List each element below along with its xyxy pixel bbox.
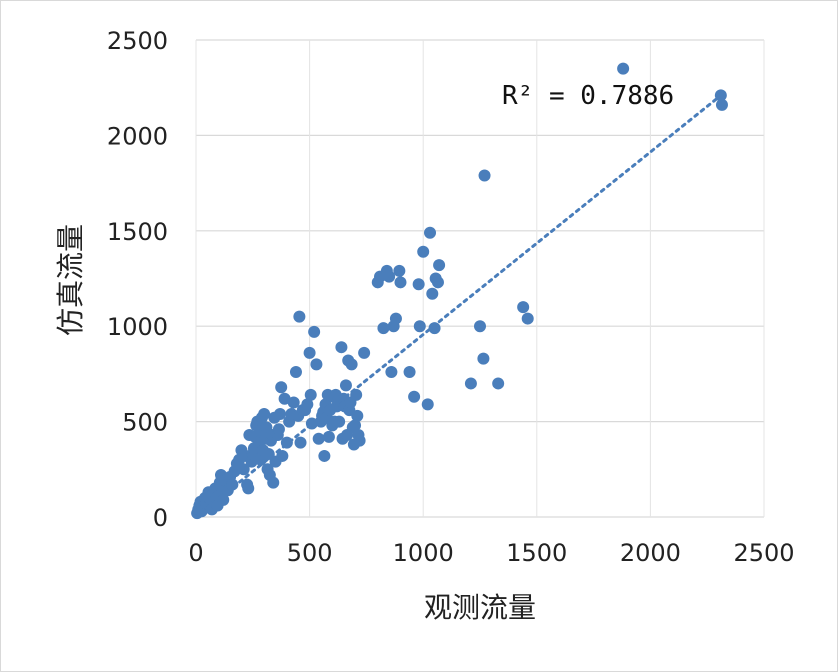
data-point xyxy=(278,392,291,405)
data-point xyxy=(428,322,441,335)
data-point xyxy=(339,379,352,392)
data-point xyxy=(358,346,371,359)
data-point xyxy=(304,388,317,401)
data-point xyxy=(408,390,421,403)
data-point xyxy=(517,301,530,314)
data-point xyxy=(389,312,402,325)
r-squared-label: R² = 0.7886 xyxy=(502,81,674,111)
data-point xyxy=(293,310,306,323)
data-point xyxy=(714,89,727,102)
data-point xyxy=(350,388,363,401)
x-tick-label: 0 xyxy=(188,539,203,567)
data-point xyxy=(272,423,285,436)
data-point xyxy=(521,312,534,325)
data-point xyxy=(335,341,348,354)
data-point xyxy=(377,322,390,335)
x-axis-title: 观测流量 xyxy=(424,591,536,624)
data-point xyxy=(322,430,335,443)
y-tick-label: 500 xyxy=(122,409,168,437)
y-axis-title: 仿真流量 xyxy=(54,224,87,336)
data-point xyxy=(303,346,316,359)
data-point xyxy=(351,409,364,422)
data-point xyxy=(237,463,250,476)
y-tick-label: 1500 xyxy=(107,218,168,246)
data-point xyxy=(305,417,318,430)
x-tick-label: 1000 xyxy=(393,539,454,567)
data-point xyxy=(310,358,323,371)
data-point xyxy=(262,448,275,461)
gridlines xyxy=(195,39,765,518)
data-point xyxy=(287,396,300,409)
y-tick-labels: 0 500 1000 1500 2000 2500 xyxy=(107,27,168,532)
data-point xyxy=(478,169,491,182)
x-tick-label: 500 xyxy=(287,539,333,567)
data-point xyxy=(217,493,230,506)
data-point xyxy=(226,478,239,491)
y-tick-label: 1000 xyxy=(107,313,168,341)
data-point xyxy=(318,449,331,462)
data-point xyxy=(403,365,416,378)
data-point xyxy=(421,398,434,411)
y-tick-label: 2500 xyxy=(107,27,168,55)
data-point xyxy=(617,62,630,75)
data-point xyxy=(308,325,321,338)
data-point xyxy=(715,98,728,111)
data-point xyxy=(349,419,362,432)
data-point xyxy=(424,226,437,239)
data-point xyxy=(276,449,289,462)
data-point xyxy=(333,415,346,428)
data-point xyxy=(345,358,358,371)
data-point xyxy=(474,320,486,333)
data-points xyxy=(191,62,728,520)
data-point xyxy=(353,434,366,447)
data-point xyxy=(294,436,307,449)
data-point xyxy=(312,432,325,445)
data-point xyxy=(301,398,314,411)
data-point xyxy=(289,365,302,378)
data-point xyxy=(464,377,477,390)
data-point xyxy=(242,482,255,495)
x-tick-label: 2500 xyxy=(733,539,794,567)
y-tick-label: 0 xyxy=(153,504,168,532)
data-point xyxy=(385,365,398,378)
data-point xyxy=(433,259,446,272)
data-point xyxy=(477,352,490,365)
data-point xyxy=(394,276,407,289)
data-point xyxy=(275,381,288,394)
data-point xyxy=(280,436,293,449)
x-tick-label: 1500 xyxy=(506,539,567,567)
y-tick-label: 2000 xyxy=(107,122,168,150)
data-point xyxy=(383,270,396,283)
data-point xyxy=(492,377,505,390)
data-point xyxy=(274,407,287,420)
data-point xyxy=(267,476,280,489)
data-point xyxy=(393,264,406,277)
data-point xyxy=(431,276,444,289)
x-tick-labels: 0 500 1000 1500 2000 2500 xyxy=(188,539,794,567)
data-point xyxy=(258,407,271,420)
data-point xyxy=(413,320,426,333)
data-point xyxy=(412,278,425,291)
x-tick-label: 2000 xyxy=(620,539,681,567)
data-point xyxy=(426,287,439,300)
data-point xyxy=(417,245,430,258)
